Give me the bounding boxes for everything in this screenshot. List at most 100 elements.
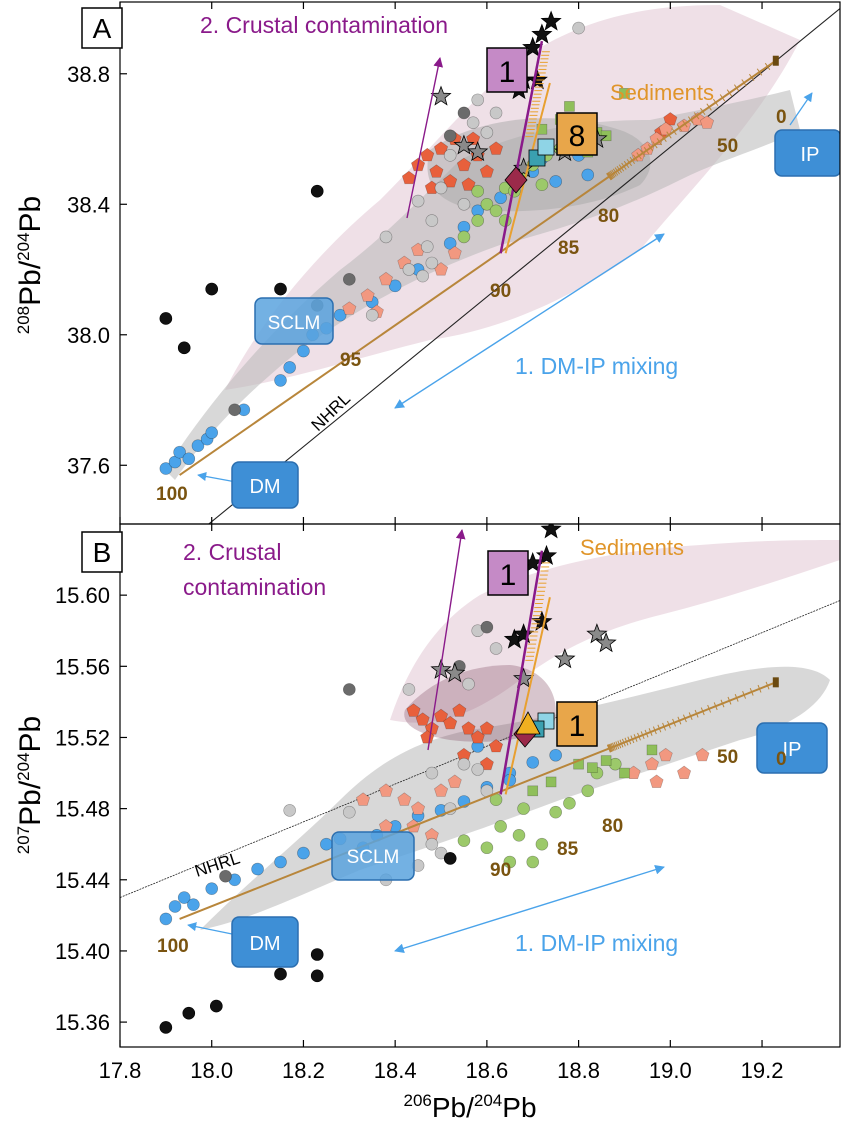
panel-b-tick-85: 85: [557, 839, 579, 860]
panel-a-point-dm: [159, 462, 173, 475]
panel-b-mixing-tick: [734, 693, 739, 702]
panel-a-tick-80: 80: [598, 206, 619, 227]
x-tick-label: 18.4: [374, 1058, 417, 1083]
panel-a-mixing-tick: [636, 152, 642, 160]
panel-b-point-sed-green: [581, 784, 595, 798]
panel-a-point-star-black: [531, 23, 553, 44]
panel-b-point-sed-green: [526, 855, 540, 869]
x-tick-label: 18.8: [557, 1058, 600, 1083]
panel-b-point-gray: [425, 766, 439, 780]
panel-b-mixing-tick: [757, 684, 762, 693]
panel-a-point-gray-dark: [457, 106, 471, 120]
panel-a-mixing-tick: [719, 94, 726, 102]
panel-b-point-gray: [342, 805, 356, 819]
panel-a-mixing-tick: [647, 144, 654, 152]
panel-b-y-tick-label: 15.44: [55, 868, 110, 893]
panel-b-point-ip-red: [434, 708, 449, 723]
panel-b-point-sed-square: [587, 762, 598, 774]
panel-b-mixing-tick: [607, 744, 612, 753]
panel-b-mixing-tick: [672, 718, 677, 727]
panel-a-sediments-label: Sediments: [610, 80, 714, 105]
panel-b-box-1: [487, 550, 529, 596]
panel-a-letter: A: [93, 13, 112, 44]
panel-a-mixing-tick: [671, 127, 677, 135]
panel-b-point-gray: [402, 683, 416, 696]
panel-b-y-tick-label: 15.40: [55, 939, 110, 964]
panel-b-mixing-arrow: [394, 864, 665, 954]
panel-a-label-box: [81, 7, 123, 49]
panel-b-point-ip-red: [443, 715, 458, 730]
x-tick-label: 19.2: [741, 1058, 784, 1083]
panel-a: DM IP SCLM 1 8 2. Crustal contamination Sedime…: [14, 1, 841, 525]
x-axis-ticks: 17.8 18.0 18.2 18.4 18.6 18.8 19.0 19.2: [99, 1058, 784, 1083]
panel-a-point-ip-salmon: [360, 288, 375, 302]
panel-b-mixing-tick: [644, 729, 649, 738]
panel-a-point-gray: [466, 116, 480, 130]
panel-b-mixing-tick: [720, 699, 725, 708]
panel-b-point-star-black: [540, 524, 562, 539]
panel-a-point-star-gray: [453, 134, 475, 155]
panel-b-tick-50: 50: [717, 747, 738, 768]
panel-a-point-star-black: [522, 36, 544, 57]
panel-a-box-8: [556, 112, 598, 156]
panel-b-point-ip-salmon: [677, 765, 692, 779]
panel-b-y-ticks: 15.36 15.40 15.44 15.48 15.52 15.56 15.60: [55, 524, 763, 1047]
panel-b-point-ip-salmon: [695, 747, 710, 762]
panel-a-mixing-tick: [726, 89, 733, 97]
panel-b-point-ip-salmon: [658, 747, 673, 762]
panel-b-point-sed-square: [600, 755, 612, 766]
panel-a-mixing-tick: [706, 103, 712, 111]
panel-a-point-sed-green: [489, 204, 503, 218]
panel-b-plot: DM IP SCLM 1 1 2. Crustal contamination Sedimen…: [120, 524, 840, 1034]
panel-a-point-dm: [297, 344, 310, 358]
panel-b-mixing-tick: [713, 702, 718, 711]
panel-b-point-ip-salmon: [447, 774, 462, 788]
panel-b-mixing-tick: [700, 707, 705, 716]
panel-b-box-2-label: 1: [569, 710, 586, 743]
panel-a-point-ip-red: [479, 164, 494, 178]
panel-a-point-black: [159, 312, 173, 325]
panel-b-mixing-tick: [624, 737, 629, 746]
panel-a-lightblue-square: [537, 138, 555, 156]
panel-b-y-tick-label: 15.48: [55, 797, 110, 822]
panel-b-mixing-tick: [637, 732, 641, 741]
panel-b-mixing-tick: [612, 742, 616, 751]
panel-a-y-label: 208Pb/204Pb: [14, 196, 47, 334]
panel-b-point-ip-red: [461, 721, 476, 735]
panel-b-point-dm: [205, 882, 219, 895]
panel-a-mixing-tick: [682, 120, 688, 128]
panel-b-point-star-gray: [513, 667, 535, 688]
panel-b-point-sed-green: [549, 805, 562, 819]
panel-a-ip-pointer: [789, 92, 813, 126]
panel-b-dm-label: DM: [249, 933, 280, 955]
panel-b-crustal-label-2: contamination: [183, 574, 326, 600]
panel-a-point-ip-red: [461, 177, 476, 191]
panel-b-point-sed-square: [646, 744, 658, 756]
panel-a-point-ip-salmon: [658, 121, 673, 136]
panel-a-point-dm: [191, 439, 205, 453]
panel-b-point-star-gray: [595, 632, 617, 653]
panel-b-tick-90: 90: [490, 860, 511, 881]
panel-b-mixing-tick: [608, 744, 613, 752]
panel-b-point-ip-salmon: [356, 792, 371, 806]
panel-a-mixing-tick: [609, 170, 616, 178]
panel-b-point-gray-dark: [342, 683, 356, 696]
panel-b-mixing-tick: [707, 704, 712, 713]
panel-a-point-dm: [581, 168, 595, 182]
panel-a-point-dm: [205, 426, 219, 439]
panel-b-tick-80: 80: [602, 816, 623, 837]
svg-text:207Pb/204Pb: 207Pb/204Pb: [14, 716, 47, 854]
panel-a-point-gray: [365, 308, 379, 322]
panel-a-point-gray: [402, 263, 416, 276]
panel-a-ip-endmember: [772, 55, 779, 66]
panel-b-triangle: [515, 711, 541, 735]
panel-b-ip-box: [756, 722, 828, 774]
panel-b-point-ip-red: [452, 703, 467, 717]
panel-a-mixing-tick: [656, 138, 663, 146]
panel-b-crustal-line: [499, 550, 544, 795]
panel-a-y-tick-label: 37.6: [67, 453, 110, 478]
panel-b-mixing-tick: [688, 712, 693, 721]
panel-b-mixing-tick: [630, 735, 635, 744]
panel-a-point-gray-dark: [228, 403, 241, 417]
